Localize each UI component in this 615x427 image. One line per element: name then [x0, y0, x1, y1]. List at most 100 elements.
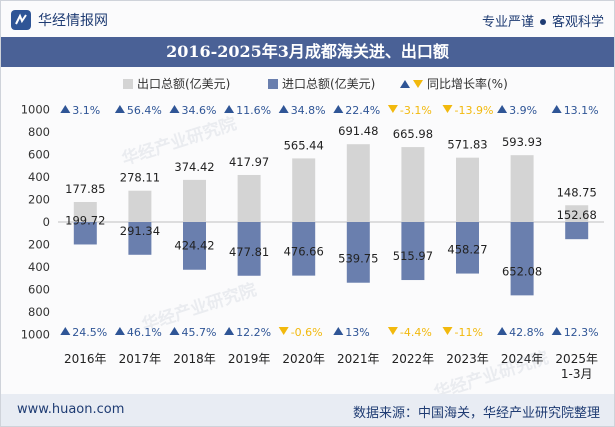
export-bar	[292, 158, 316, 222]
export-growth-up-triangle-icon	[60, 105, 71, 113]
export-value-label: 374.42	[174, 160, 214, 174]
import-growth-label: 12.3%	[564, 326, 599, 339]
top-bar: 华经情报网 专业严谨 客观科学	[1, 1, 614, 37]
y-tick-label: 800	[28, 125, 50, 139]
import-growth-up-triangle-icon	[114, 327, 125, 335]
import-value-label: 424.42	[174, 239, 214, 253]
import-growth-label: -11%	[455, 326, 483, 339]
import-growth-label: 12.2%	[236, 326, 271, 339]
tagline: 专业严谨 客观科学	[482, 11, 604, 30]
export-value-label: 691.48	[338, 124, 378, 138]
x-tick-label: 2020年	[282, 352, 325, 366]
footer: www.huaon.com 数据来源：中国海关，华经产业研究院整理	[1, 394, 614, 426]
import-value-label: 291.34	[120, 224, 160, 238]
import-growth-up-triangle-icon	[169, 327, 180, 335]
export-value-label: 571.83	[447, 138, 487, 152]
export-growth-label: 3.1%	[72, 104, 100, 117]
y-tick-label: 600	[28, 148, 50, 162]
import-bar	[565, 222, 589, 240]
export-growth-up-triangle-icon	[114, 105, 125, 113]
export-growth-up-triangle-icon	[333, 105, 344, 113]
import-growth-up-triangle-icon	[333, 327, 344, 335]
export-growth-label: 56.4%	[127, 104, 162, 117]
export-bar	[401, 147, 425, 222]
x-tick-label: 1-3月	[561, 367, 593, 381]
export-bar	[73, 201, 97, 222]
import-growth-down-triangle-icon	[442, 327, 453, 335]
footer-source: 数据来源：中国海关，华经产业研究院整理	[352, 406, 600, 421]
export-value-label: 593.93	[502, 135, 542, 149]
export-growth-up-triangle-icon	[551, 105, 562, 113]
export-growth-down-triangle-icon	[442, 105, 453, 113]
import-bar	[346, 222, 370, 283]
export-growth-label: -13.9%	[455, 104, 494, 117]
import-bar	[510, 222, 534, 296]
import-growth-up-triangle-icon	[551, 327, 562, 335]
tagline-left: 专业严谨	[481, 15, 534, 30]
export-growth-label: 22.4%	[345, 104, 380, 117]
import-value-label: 652.08	[502, 264, 542, 278]
tagline-dot	[539, 18, 546, 25]
bar-chart: 出口总额(亿美元) 进口总额(亿美元) 同比增长率(%) 1000 800 600 400 2…	[21, 76, 604, 381]
export-growth-up-triangle-icon	[169, 105, 180, 113]
import-growth-down-triangle-icon	[278, 327, 289, 335]
export-growth-label: 11.6%	[236, 104, 271, 117]
y-tick-label: 800	[28, 305, 50, 319]
legend-growth-label: 同比增长率(%)	[427, 76, 508, 91]
export-growth-down-triangle-icon	[387, 105, 398, 113]
legend-export-swatch	[123, 79, 133, 89]
import-growth-label: 45.7%	[182, 326, 217, 339]
export-growth-up-triangle-icon	[278, 105, 289, 113]
import-value-label: 199.72	[65, 213, 105, 227]
export-bar	[128, 190, 152, 222]
export-bar	[456, 157, 479, 222]
export-bar	[237, 174, 261, 222]
import-growth-label: 46.1%	[127, 326, 162, 339]
footer-url: www.huaon.com	[17, 402, 125, 417]
import-growth-label: -0.6%	[291, 326, 323, 339]
import-growth-label: 13%	[345, 326, 369, 339]
export-growth-up-triangle-icon	[224, 105, 235, 113]
import-growth-up-triangle-icon	[224, 327, 235, 335]
export-value-label: 565.44	[284, 138, 324, 152]
x-tick-label: 2025年	[555, 352, 598, 366]
import-growth-label: 42.8%	[509, 326, 544, 339]
import-bar	[401, 222, 425, 281]
brand-name: 华经情报网	[38, 13, 108, 29]
export-value-label: 417.97	[229, 155, 269, 169]
x-tick-label: 2018年	[173, 352, 216, 366]
export-bar	[346, 144, 370, 222]
import-growth-up-triangle-icon	[60, 327, 71, 335]
x-tick-label: 2016年	[64, 352, 107, 366]
legend-export-label: 出口总额(亿美元)	[137, 76, 230, 91]
x-tick-label: 2022年	[392, 352, 435, 366]
export-value-label: 665.98	[393, 127, 433, 141]
export-growth-label: -3.1%	[400, 104, 432, 117]
y-tick-label: 200	[28, 238, 50, 252]
export-value-label: 177.85	[65, 182, 105, 196]
import-growth-label: 24.5%	[72, 326, 107, 339]
tagline-right: 客观科学	[551, 15, 604, 30]
x-tick-label: 2023年	[446, 352, 489, 366]
legend-import-label: 进口总额(亿美元)	[282, 76, 375, 91]
x-tick-label: 2024年	[501, 352, 544, 366]
export-bar	[510, 155, 534, 222]
y-tick-label: 200	[28, 193, 50, 207]
export-growth-up-triangle-icon	[497, 105, 508, 113]
export-value-label: 148.75	[557, 185, 597, 199]
export-growth-label: 13.1%	[564, 104, 599, 117]
import-value-label: 152.68	[557, 208, 597, 222]
legend-import-swatch	[268, 79, 278, 89]
import-value-label: 539.75	[338, 252, 378, 266]
import-bar	[73, 222, 97, 245]
y-tick-label: 400	[28, 170, 50, 184]
import-bar	[456, 222, 479, 274]
export-bar	[183, 179, 206, 222]
import-value-label: 515.97	[393, 249, 433, 263]
import-bar	[292, 222, 316, 276]
y-tick-label: 0	[43, 215, 50, 229]
import-value-label: 458.27	[447, 243, 487, 257]
import-growth-down-triangle-icon	[387, 327, 398, 335]
import-bar	[183, 222, 206, 270]
